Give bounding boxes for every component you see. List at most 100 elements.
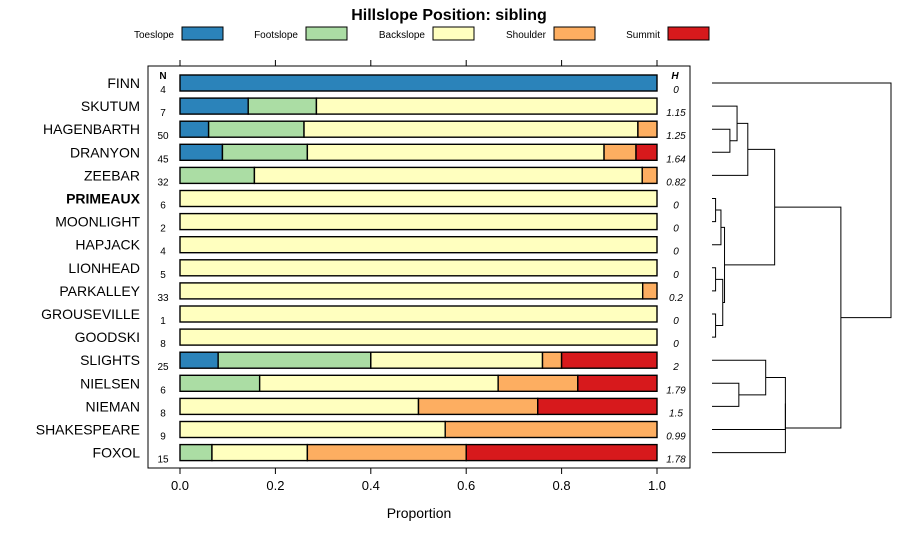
- row-label-goodski: GOODSKI: [75, 329, 140, 345]
- row-label-dranyon: DRANYON: [70, 144, 140, 160]
- dendrogram-link-3: [712, 128, 731, 153]
- row-foxol: FOXOL 15 1.78: [93, 443, 686, 466]
- bar-segment-dranyon-footslope: [221, 143, 309, 162]
- legend-swatch-shoulder: [553, 26, 596, 41]
- legend-swatch-backslope: [432, 26, 475, 41]
- row-finn: FINN 4 0: [107, 74, 679, 96]
- n-value-parkalley: 33: [157, 293, 169, 304]
- bar-segment-nieman-backslope: [179, 397, 420, 416]
- n-value-nieman: 8: [160, 408, 166, 419]
- n-value-skutum: 7: [160, 108, 166, 119]
- bar-segment-slights-summit: [560, 351, 658, 369]
- n-value-slights: 25: [157, 362, 169, 373]
- dendrogram-link-13: [712, 403, 786, 454]
- bar-segment-foxol-backslope: [211, 443, 309, 462]
- row-label-hagenbarth: HAGENBARTH: [43, 121, 140, 137]
- bar-segment-shakespeare-backslope: [179, 420, 446, 439]
- bar-segment-hagenbarth-toeslope: [179, 120, 210, 138]
- bar-segment-goodski-backslope: [179, 328, 658, 346]
- x-tick-label-5: 1.0: [648, 478, 666, 493]
- legend-label-shoulder: Shoulder: [506, 30, 547, 41]
- row-zeebar: ZEEBAR 32 0.82: [84, 166, 686, 188]
- h-value-zeebar: 0.82: [666, 177, 686, 188]
- h-value-nielsen: 1.79: [666, 385, 686, 396]
- x-tick-label-4: 0.8: [553, 478, 571, 493]
- h-value-dranyon: 1.64: [666, 154, 686, 165]
- dendrogram-link-4: [712, 105, 738, 142]
- row-label-lionhead: LIONHEAD: [68, 260, 140, 276]
- x-tick-label-2: 0.4: [362, 478, 380, 493]
- dendrogram-link-1: [712, 267, 717, 292]
- dendrogram-link-6: [715, 278, 724, 327]
- bar-segment-zeebar-backslope: [253, 166, 643, 185]
- bar-segment-dranyon-toeslope: [179, 143, 224, 162]
- h-value-lionhead: 0: [673, 270, 679, 281]
- row-label-nielsen: NIELSEN: [80, 375, 140, 391]
- bar-segment-skutum-toeslope: [179, 97, 249, 115]
- row-parkalley: PARKALLEY 33 0.2: [59, 282, 683, 304]
- dendrogram-link-2: [712, 313, 717, 338]
- n-value-lionhead: 5: [160, 270, 166, 281]
- row-label-finn: FINN: [107, 75, 140, 91]
- legend-label-footslope: Footslope: [254, 30, 298, 41]
- chart-title: Hillslope Position: sibling: [351, 7, 547, 24]
- row-label-nieman: NIEMAN: [86, 398, 140, 414]
- n-value-finn: 4: [160, 85, 166, 96]
- row-grouseville: GROUSEVILLE 1 0: [41, 305, 679, 327]
- row-skutum: SKUTUM 7 1.15: [81, 97, 686, 119]
- bar-segment-lionhead-backslope: [179, 259, 658, 277]
- dendrogram-link-9: [724, 148, 776, 266]
- h-value-hapjack: 0: [673, 247, 679, 258]
- bar-segment-parkalley-shoulder: [641, 282, 658, 300]
- row-label-parkalley: PARKALLEY: [59, 283, 140, 299]
- h-value-primeaux: 0: [673, 201, 679, 212]
- x-axis-title: Proportion: [387, 505, 452, 521]
- legend-swatch-footslope: [305, 26, 348, 41]
- x-axis: 0.0 0.2 0.4 0.6 0.8 1.0: [171, 60, 666, 493]
- h-value-nieman: 1.5: [669, 408, 683, 419]
- bar-segment-parkalley-backslope: [179, 282, 644, 300]
- bar-segment-nieman-shoulder: [417, 397, 539, 416]
- legend-swatch-summit: [667, 26, 710, 41]
- n-value-foxol: 15: [157, 455, 169, 466]
- bar-segment-dranyon-backslope: [306, 143, 605, 162]
- bar-segment-moonlight-backslope: [179, 212, 658, 231]
- legend-label-toeslope: Toeslope: [134, 30, 174, 41]
- legend-label-backslope: Backslope: [379, 30, 426, 41]
- row-nieman: NIEMAN 8 1.5: [86, 397, 683, 419]
- dendrogram: [712, 82, 892, 454]
- bar-segment-foxol-shoulder: [306, 443, 467, 462]
- h-header: H: [671, 71, 679, 82]
- row-hapjack: HAPJACK 4 0: [75, 235, 679, 258]
- legend-swatch-toeslope: [181, 26, 224, 41]
- bar-segment-slights-toeslope: [179, 351, 219, 369]
- row-hagenbarth: HAGENBARTH 50 1.25: [43, 120, 686, 142]
- bar-segment-nielsen-backslope: [258, 374, 499, 392]
- bar-segment-shakespeare-shoulder: [444, 420, 658, 439]
- row-label-primeaux: PRIMEAUX: [66, 191, 141, 207]
- bar-segment-nielsen-summit: [577, 374, 658, 392]
- bar-segment-foxol-footslope: [179, 443, 213, 462]
- h-value-finn: 0: [673, 85, 679, 96]
- bar-segment-nielsen-footslope: [179, 374, 261, 392]
- row-label-foxol: FOXOL: [93, 445, 141, 461]
- row-label-zeebar: ZEEBAR: [84, 167, 140, 183]
- row-slights: SLIGHTS 25 2: [80, 351, 679, 373]
- bar-segment-nieman-summit: [537, 397, 658, 416]
- bar-segment-foxol-summit: [465, 443, 658, 462]
- n-value-goodski: 8: [160, 339, 166, 350]
- dendrogram-link-12: [712, 377, 786, 430]
- row-shakespeare: SHAKESPEARE 9 0.99: [36, 420, 686, 443]
- n-value-moonlight: 2: [160, 224, 166, 235]
- h-value-goodski: 0: [673, 339, 679, 350]
- bar-segment-dranyon-shoulder: [603, 143, 637, 162]
- row-label-moonlight: MOONLIGHT: [55, 214, 140, 230]
- plot-frame: [147, 65, 691, 469]
- n-value-hapjack: 4: [160, 247, 166, 258]
- dendrogram-link-5: [712, 209, 722, 246]
- h-value-moonlight: 0: [673, 224, 679, 235]
- h-value-parkalley: 0.2: [669, 293, 683, 304]
- dendrogram-link-15: [712, 82, 892, 319]
- bar-segment-hapjack-backslope: [179, 235, 658, 254]
